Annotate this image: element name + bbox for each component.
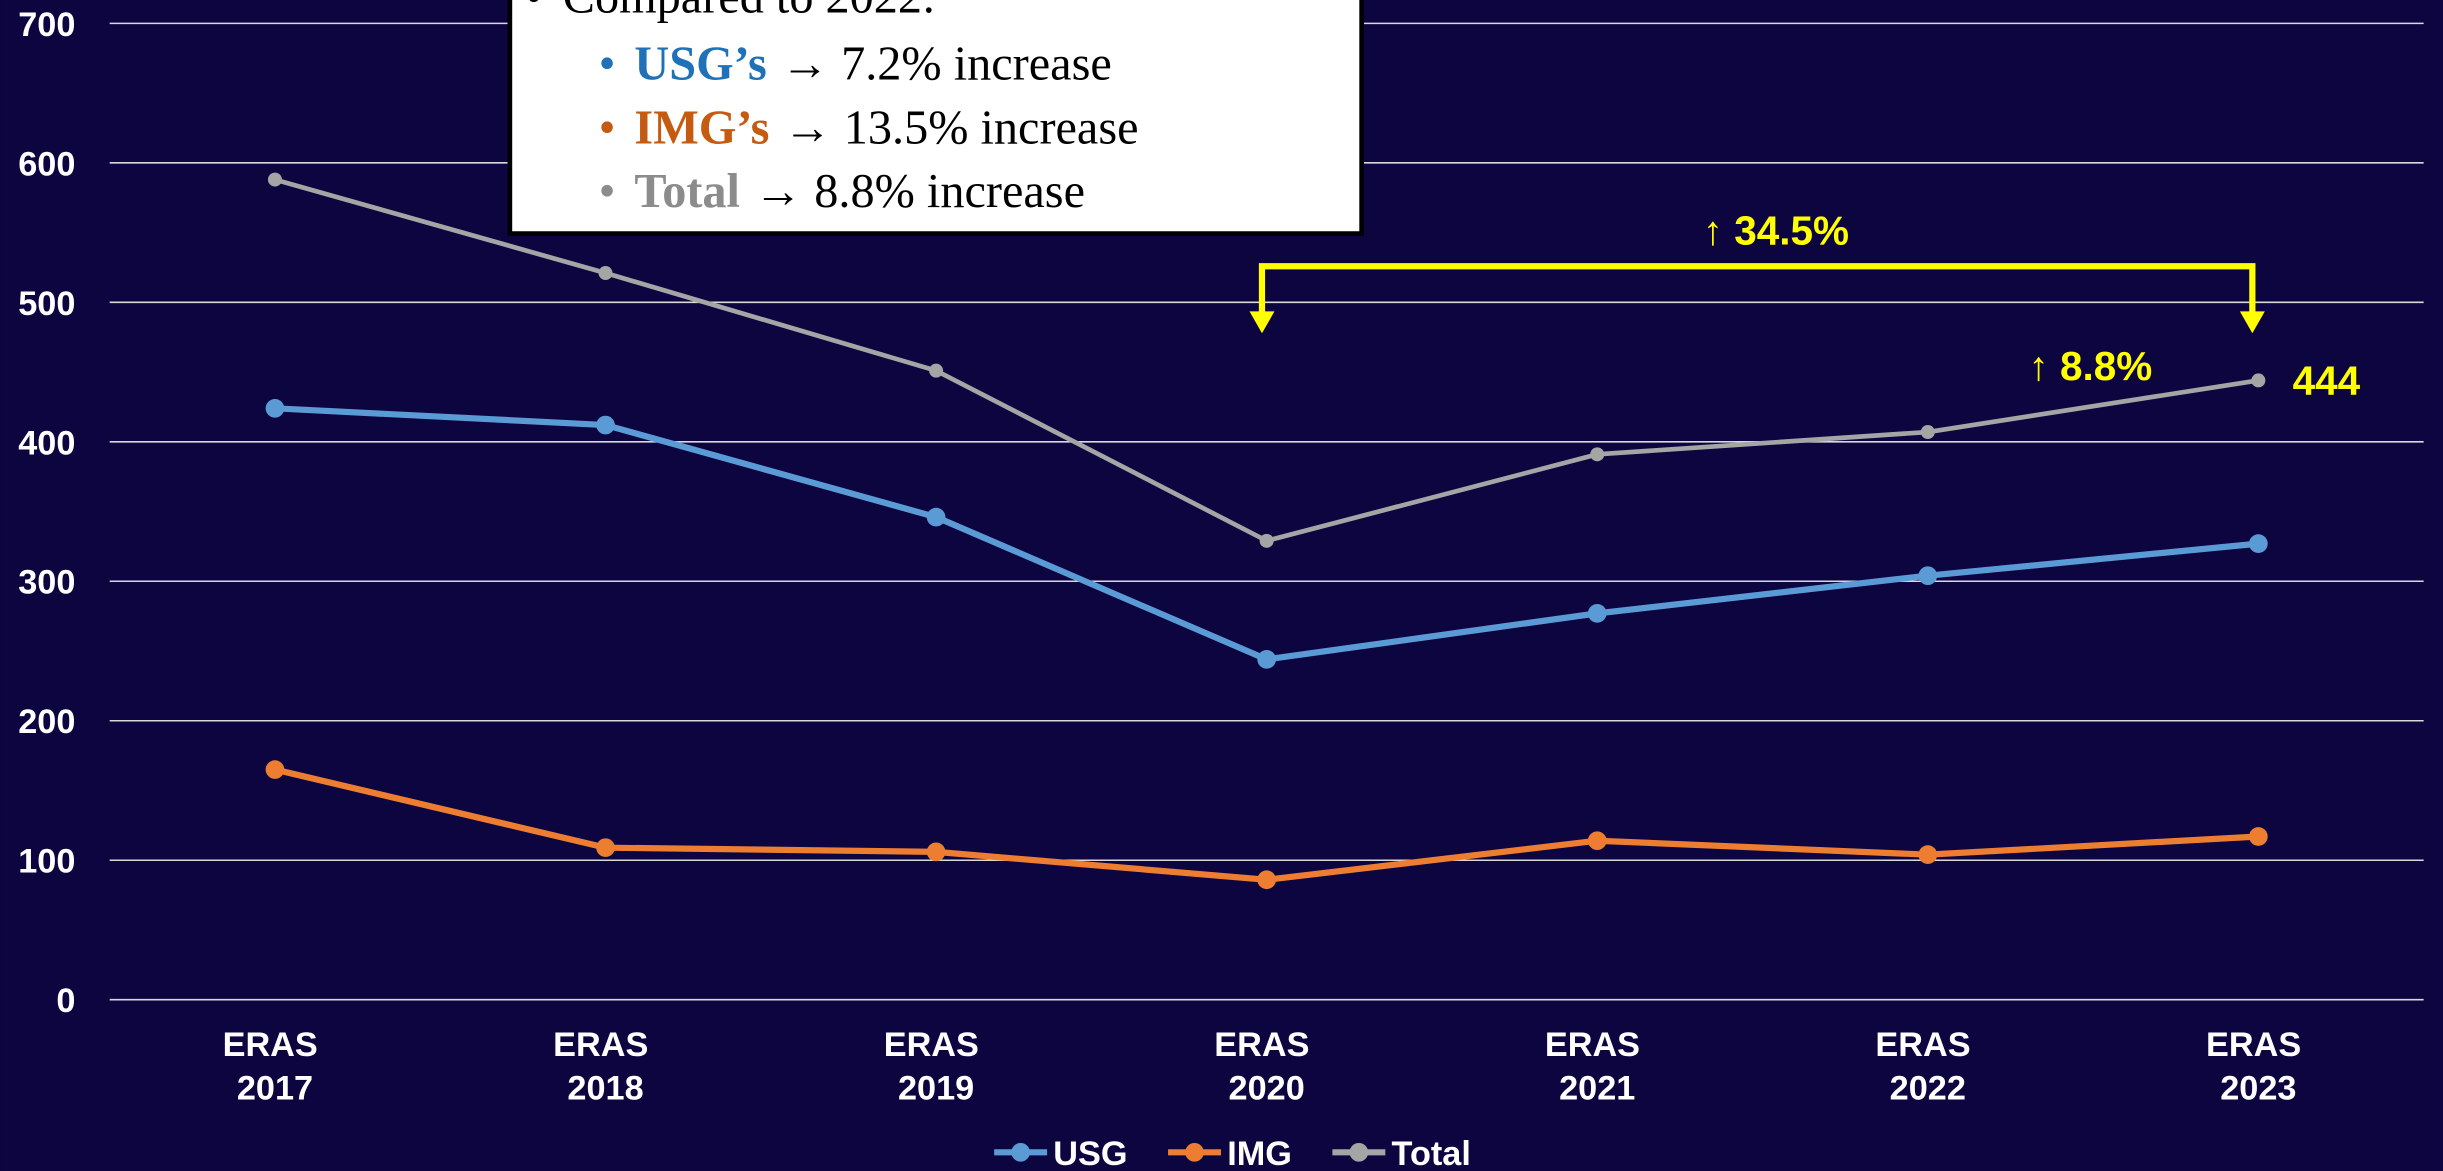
point xyxy=(1918,845,1938,864)
y-tick-label: 600 xyxy=(18,145,75,183)
x-tick-label: ERAS 2018 xyxy=(553,1026,658,1108)
legend-marker xyxy=(1185,1142,1204,1162)
arrowhead xyxy=(2239,311,2265,334)
legend-label: Total xyxy=(1392,1135,1471,1171)
bracket: ↑ 34.5% ↑ 8.8% xyxy=(1249,207,2265,389)
y-tick-label: 400 xyxy=(18,424,75,462)
point xyxy=(2249,534,2268,553)
legend-marker xyxy=(1349,1142,1369,1162)
y-tick-label: 500 xyxy=(18,285,75,323)
box-item-label: USG’s xyxy=(634,37,766,90)
bullet: • xyxy=(599,101,616,154)
x-tick-label: ERAS 2019 xyxy=(884,1026,989,1108)
y-tick-label: 700 xyxy=(18,6,75,44)
point xyxy=(267,172,282,187)
box-item-label: IMG’s xyxy=(634,101,769,154)
point xyxy=(1257,650,1277,669)
point xyxy=(926,507,946,527)
bracket-line xyxy=(1258,263,2256,320)
x-tick-label: ERAS 2017 xyxy=(223,1026,328,1108)
bullet: • xyxy=(599,37,616,90)
x-tick-label: ERAS 2021 xyxy=(1545,1026,1650,1108)
y-tick-label: 100 xyxy=(18,843,75,881)
annotation-box-bg xyxy=(507,0,1364,236)
plot-area: 0 100 200 300 400 500 600 700 ERAS 2017 ERAS 2018… xyxy=(18,6,2424,1108)
point xyxy=(1918,566,1938,586)
point xyxy=(2249,827,2268,846)
point xyxy=(596,415,615,435)
point xyxy=(1259,533,1274,548)
bullet: • xyxy=(599,165,616,218)
bullet: • xyxy=(525,0,542,23)
point xyxy=(265,398,285,418)
legend-label: IMG xyxy=(1227,1135,1292,1171)
y-tick-label: 200 xyxy=(18,703,75,741)
box-item-text: → 13.5% increase xyxy=(783,101,1138,154)
box-item-label: Total xyxy=(634,165,740,218)
point xyxy=(1257,870,1277,890)
point xyxy=(1920,425,1935,440)
box-item-text: → 7.2% increase xyxy=(781,37,1112,90)
x-tick-label: ERAS 2020 xyxy=(1214,1026,1319,1108)
change-label: ↑ 8.8% xyxy=(2029,343,2153,389)
legend: USG IMG Total xyxy=(994,1135,1471,1171)
y-tick-label: 0 xyxy=(56,982,75,1020)
point xyxy=(1590,447,1605,462)
point xyxy=(1587,831,1607,851)
point xyxy=(1587,604,1607,623)
point xyxy=(2251,373,2266,388)
x-tick-label: ERAS 2022 xyxy=(1875,1026,1980,1108)
y-tick-label: 300 xyxy=(18,564,75,602)
point xyxy=(596,838,615,858)
box-heading: Compared to 2022: xyxy=(563,0,936,23)
point xyxy=(598,266,613,281)
legend-marker xyxy=(1011,1142,1030,1162)
box-item-text: → 8.8% increase xyxy=(754,165,1085,218)
point xyxy=(926,842,946,862)
point xyxy=(265,760,285,779)
annotation-box: • Compared to 2022: • • • xyxy=(507,0,1364,236)
x-tick-label: ERAS 2023 xyxy=(2206,1026,2311,1108)
bracket-label: ↑ 34.5% xyxy=(1703,207,1849,253)
arrowhead xyxy=(1249,311,1275,334)
data-label: 444 xyxy=(2293,357,2361,403)
point xyxy=(929,363,944,378)
legend-label: USG xyxy=(1053,1135,1127,1171)
